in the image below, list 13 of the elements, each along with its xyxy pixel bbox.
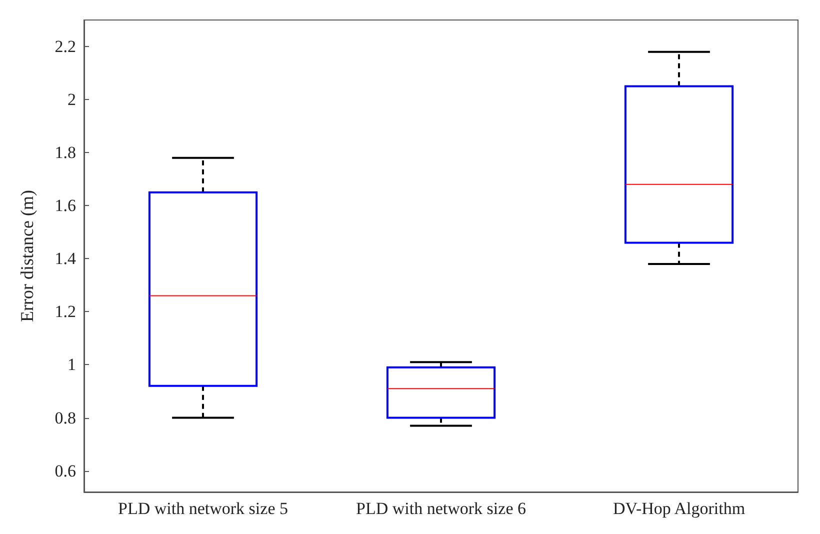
y-axis-title: Error distance (m) [17, 190, 37, 322]
x-tick-label: DV-Hop Algorithm [612, 499, 746, 518]
y-tick-label: 1.2 [54, 302, 76, 322]
x-tick-label: PLD with network size 5 [118, 499, 288, 518]
y-tick-label: 1.8 [54, 143, 76, 162]
y-tick-label: 1.6 [54, 196, 76, 216]
y-tick-label: 0.8 [54, 408, 76, 428]
y-tick-label: 2 [68, 90, 76, 110]
y-tick-label: 0.6 [54, 461, 76, 480]
y-tick-label: 1 [68, 355, 76, 374]
y-tick-label: 2.2 [54, 37, 76, 56]
x-tick-label: PLD with network size 6 [356, 499, 526, 518]
y-tick-label: 1.4 [54, 249, 76, 268]
